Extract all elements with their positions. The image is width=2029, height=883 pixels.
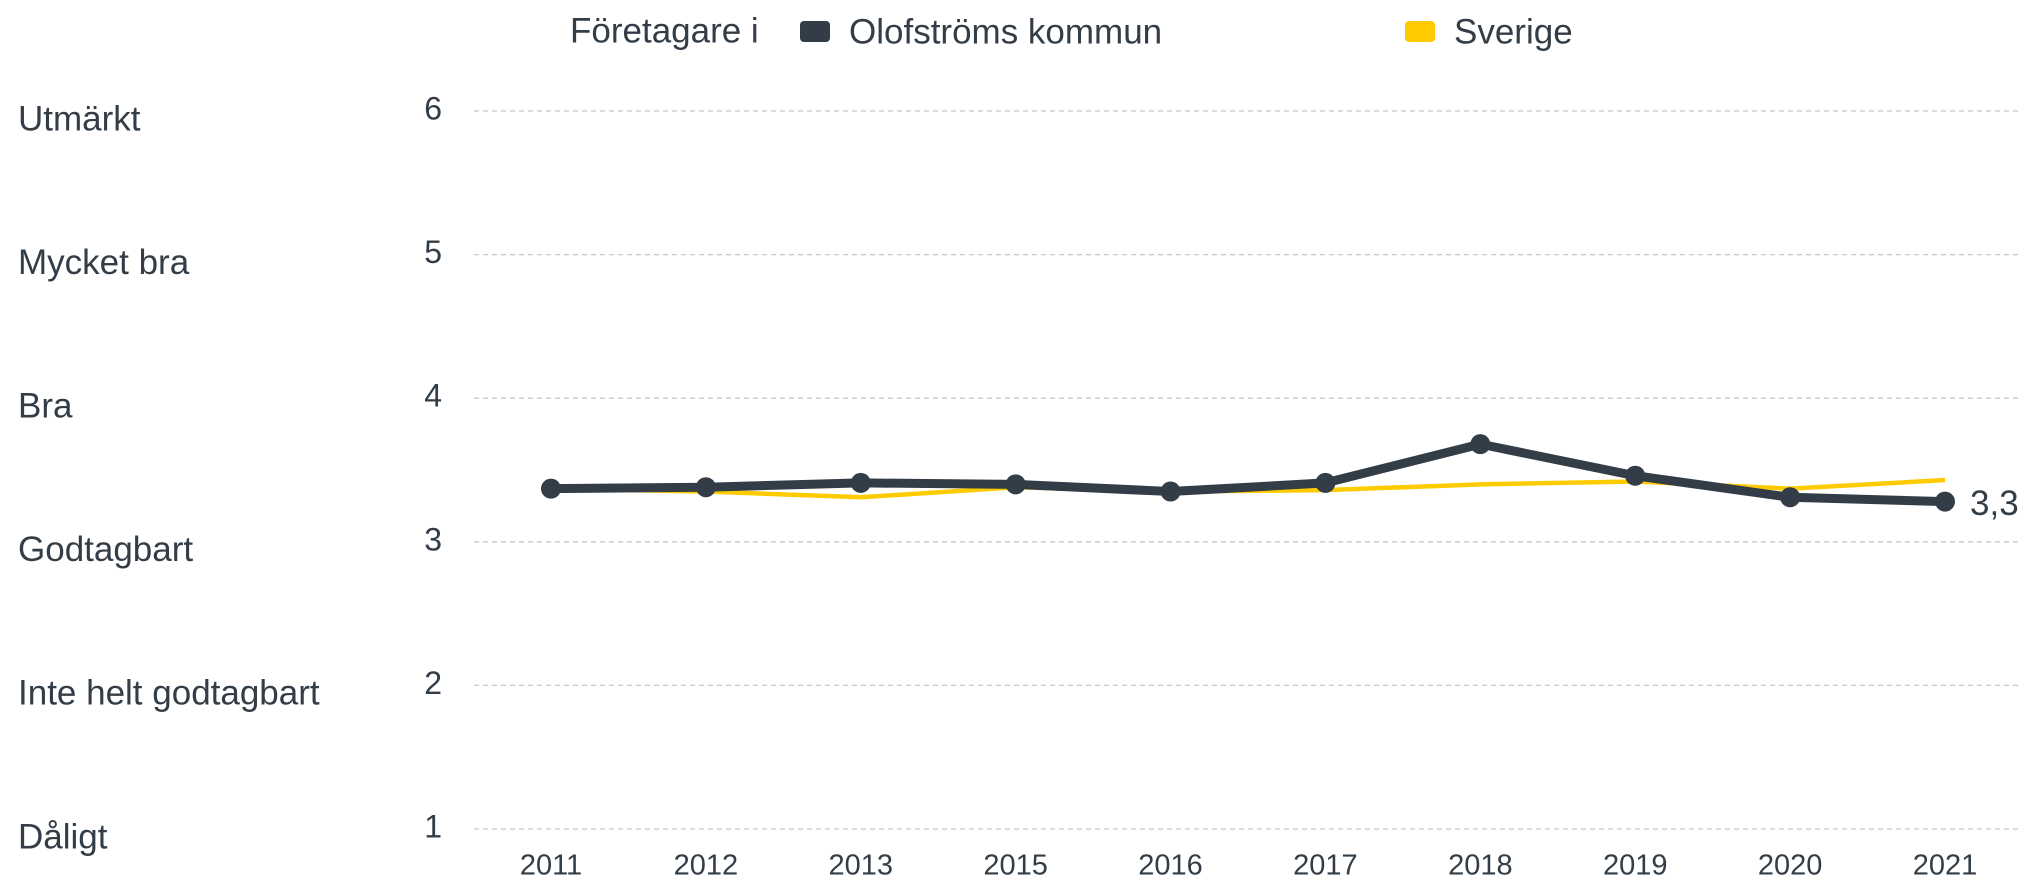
data-point	[695, 477, 716, 498]
legend-swatch	[800, 21, 830, 42]
y-tick-label: 5	[424, 234, 442, 270]
scale-label: Mycket bra	[18, 243, 190, 282]
x-tick-label: 2021	[1913, 850, 1978, 882]
data-point	[1935, 491, 1955, 512]
x-tick-label: 2017	[1293, 850, 1358, 882]
legend-label: Sverige	[1454, 12, 1573, 51]
data-point	[1780, 487, 1801, 508]
data-point	[541, 478, 561, 499]
legend-label: Olofströms kommun	[849, 12, 1162, 51]
data-point	[1005, 474, 1026, 495]
data-point	[1160, 481, 1181, 502]
data-point	[1625, 465, 1646, 486]
scale-label: Godtagbart	[18, 530, 193, 569]
y-tick-label: 6	[424, 90, 442, 126]
x-tick-label: 2013	[829, 850, 894, 882]
scale-label: Dåligt	[18, 817, 108, 856]
series-line	[550, 439, 1946, 507]
data-point	[850, 472, 871, 493]
scale-label: Utmärkt	[18, 99, 141, 138]
x-tick-label: 2015	[983, 850, 1048, 882]
y-tick-label: 2	[424, 665, 442, 701]
scale-label: Bra	[18, 386, 73, 425]
scale-label: Inte helt godtagbart	[18, 674, 320, 713]
x-tick-label: 2020	[1758, 850, 1823, 882]
y-tick-label: 4	[424, 378, 442, 414]
legend-prefix: Företagare i	[570, 11, 759, 50]
x-tick-label: 2012	[674, 850, 739, 882]
data-point	[1315, 472, 1336, 493]
y-tick-label: 3	[424, 521, 442, 557]
legend-swatch	[1405, 21, 1435, 42]
data-point	[1470, 434, 1491, 455]
data-label: 3,3	[1970, 484, 2019, 523]
x-tick-label: 2019	[1603, 850, 1668, 882]
y-tick-label: 1	[424, 808, 442, 844]
x-tick-label: 2016	[1138, 850, 1203, 882]
x-tick-label: 2018	[1448, 850, 1513, 882]
x-tick-label: 2011	[520, 850, 582, 882]
